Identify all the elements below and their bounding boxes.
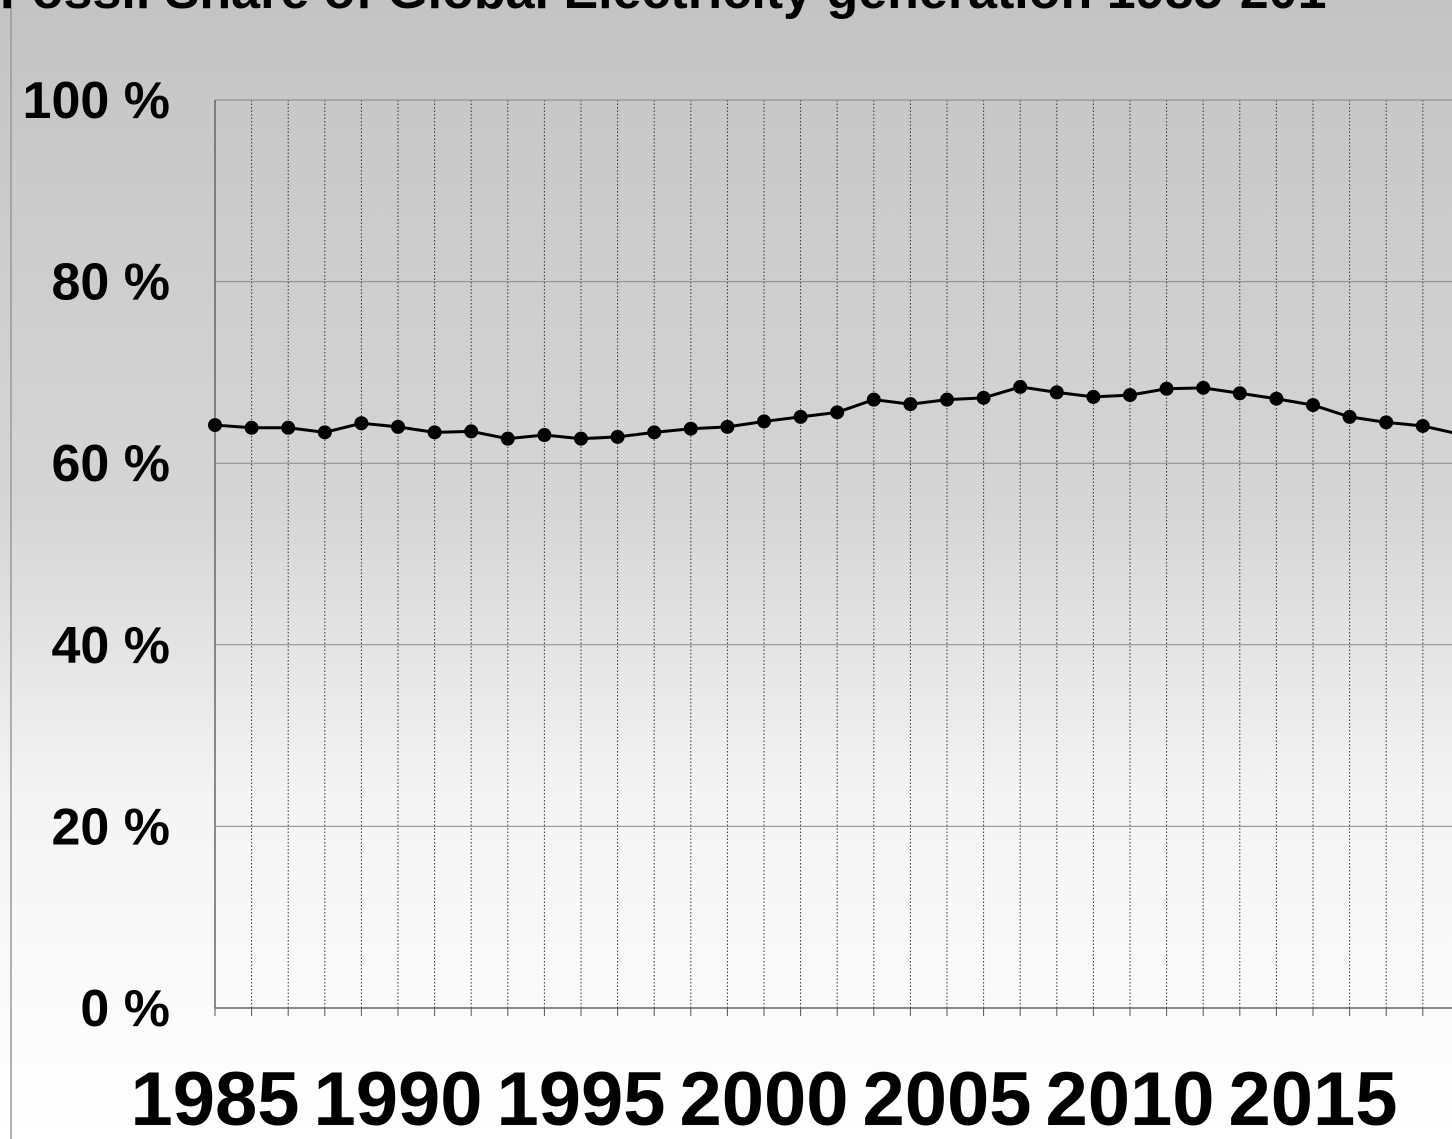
data-point bbox=[1306, 398, 1320, 413]
data-point bbox=[317, 425, 332, 440]
data-point bbox=[464, 424, 479, 439]
data-point bbox=[1232, 386, 1247, 401]
x-tick-label: 1990 bbox=[313, 1057, 482, 1139]
data-point bbox=[1379, 415, 1394, 430]
y-tick-label: 60 % bbox=[51, 435, 170, 493]
data-point bbox=[391, 419, 405, 434]
x-tick-label: 2000 bbox=[679, 1057, 848, 1139]
data-point bbox=[427, 425, 442, 440]
data-point bbox=[720, 419, 735, 434]
data-point bbox=[610, 429, 625, 444]
data-point bbox=[940, 392, 954, 407]
data-point bbox=[500, 431, 515, 446]
data-point bbox=[208, 418, 222, 433]
x-tick-label: 2015 bbox=[1228, 1057, 1397, 1139]
data-point bbox=[281, 420, 296, 435]
data-point bbox=[866, 392, 881, 407]
data-point bbox=[1086, 389, 1101, 404]
data-point bbox=[793, 409, 808, 424]
data-point bbox=[244, 420, 259, 435]
data-point bbox=[903, 397, 918, 412]
data-point bbox=[830, 405, 845, 420]
data-point bbox=[1269, 391, 1284, 406]
y-tick-label: 20 % bbox=[51, 798, 170, 856]
data-point bbox=[537, 428, 552, 443]
x-tick-label: 1985 bbox=[130, 1057, 299, 1139]
data-point bbox=[1342, 409, 1357, 424]
data-point bbox=[354, 416, 369, 431]
y-tick-label: 80 % bbox=[51, 254, 170, 312]
data-point bbox=[647, 425, 662, 440]
chart-title: Fossil Share of Global Electricity gener… bbox=[0, 0, 1326, 20]
y-tick-label: 40 % bbox=[51, 617, 170, 675]
data-point bbox=[1049, 385, 1064, 400]
data-point bbox=[1196, 380, 1211, 395]
x-tick-label: 2005 bbox=[862, 1057, 1031, 1139]
data-point bbox=[1159, 381, 1174, 396]
y-tick-label: 0 % bbox=[80, 980, 170, 1038]
data-point bbox=[683, 421, 698, 436]
y-tick-label: 100 % bbox=[23, 72, 170, 130]
x-tick-label: 1995 bbox=[496, 1057, 665, 1139]
data-point bbox=[1123, 388, 1137, 403]
data-point bbox=[574, 431, 588, 446]
x-tick-label: 2010 bbox=[1045, 1057, 1214, 1139]
data-point bbox=[1013, 379, 1028, 394]
data-point bbox=[757, 414, 771, 429]
data-point bbox=[976, 390, 991, 405]
data-point bbox=[1415, 418, 1430, 433]
